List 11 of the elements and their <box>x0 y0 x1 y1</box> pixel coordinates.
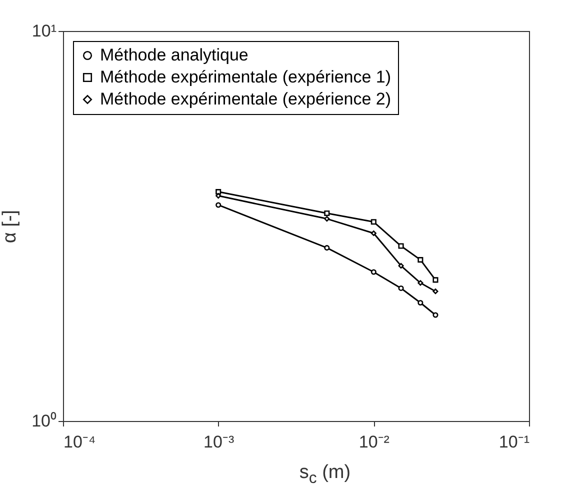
legend-label: Méthode analytique <box>100 46 248 64</box>
y-tick-label: 10⁰ <box>32 412 56 430</box>
x-tick-label: 10⁻⁴ <box>64 432 96 452</box>
legend-label: Méthode expérimentale (expérience 2) <box>100 90 392 108</box>
legend-label: Méthode expérimentale (expérience 1) <box>100 68 392 86</box>
y-tick-label: 10¹ <box>32 22 57 40</box>
y-axis-title: α [-] <box>0 210 21 244</box>
x-tick-label: 10⁻² <box>358 432 390 452</box>
x-tick-label: 10⁻¹ <box>498 432 530 452</box>
x-axis-title: s$_{c}$ (m) <box>298 462 352 488</box>
x-tick-label: 10⁻³ <box>204 432 234 452</box>
